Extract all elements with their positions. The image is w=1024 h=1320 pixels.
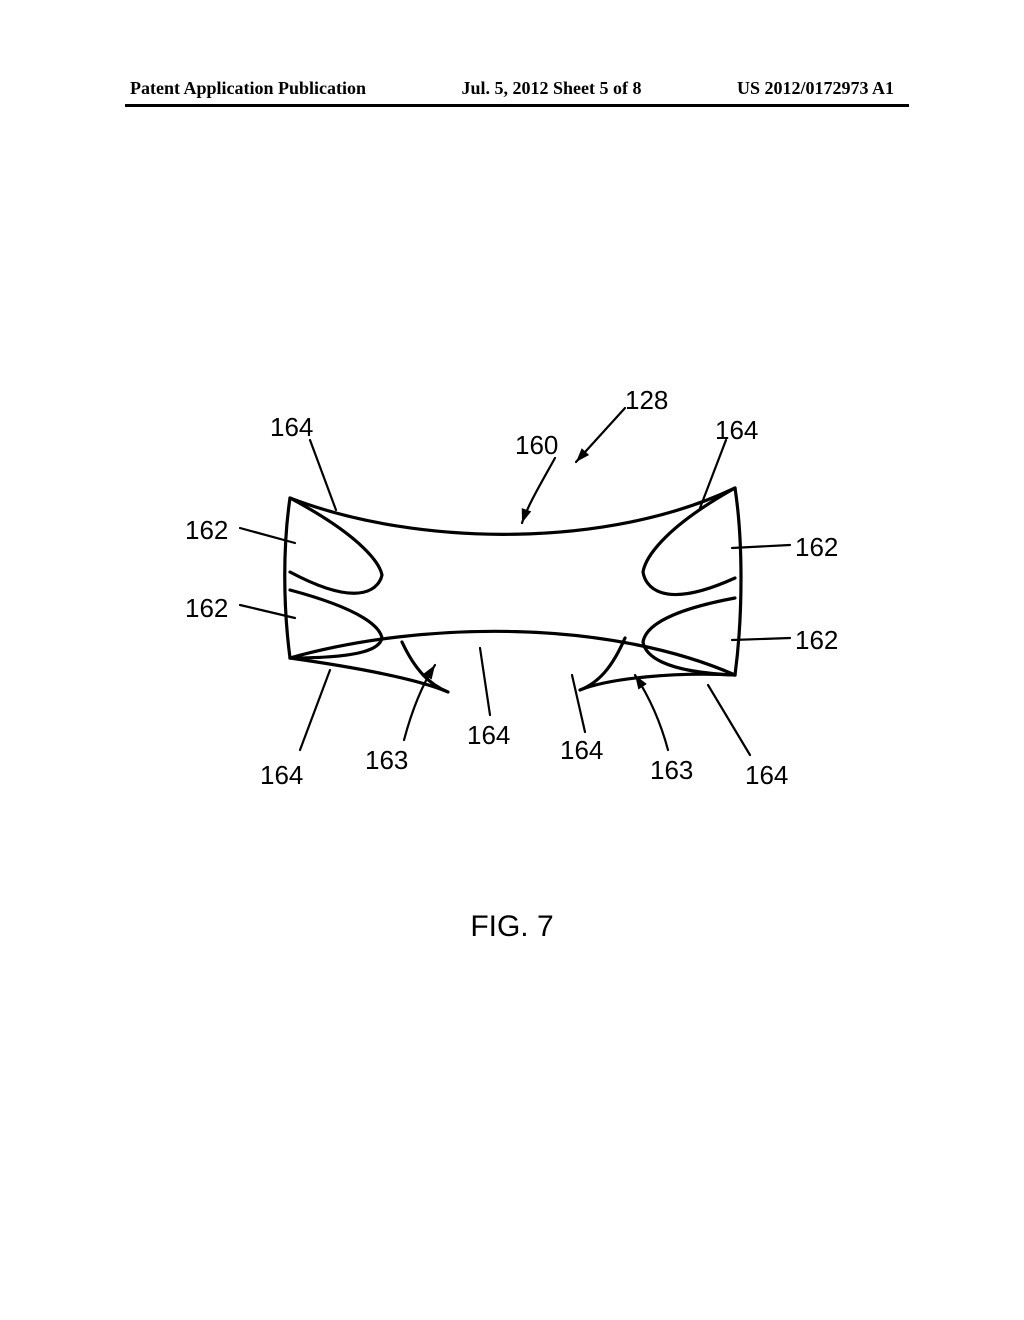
ref-164-mbr: 164 bbox=[560, 735, 603, 766]
header-rule bbox=[125, 104, 909, 107]
ref-162-ur: 162 bbox=[795, 532, 838, 563]
ref-164-bl: 164 bbox=[260, 760, 303, 791]
lead-164-bl bbox=[300, 670, 330, 750]
ref-162-lr: 162 bbox=[795, 625, 838, 656]
shape-right_end_outer bbox=[735, 488, 741, 675]
ref-128: 128 bbox=[625, 385, 668, 416]
shape-top_curve_outer bbox=[290, 488, 735, 534]
ref-164-mbl: 164 bbox=[467, 720, 510, 751]
header-center: Jul. 5, 2012 Sheet 5 of 8 bbox=[462, 78, 642, 99]
figure-svg bbox=[170, 380, 850, 880]
ref-164-tl: 164 bbox=[270, 412, 313, 443]
lead-162-lr bbox=[732, 638, 790, 640]
lead-164-mbr bbox=[572, 675, 585, 732]
arrow-163-right-head bbox=[631, 672, 647, 689]
header-left: Patent Application Publication bbox=[130, 78, 366, 99]
ref-160: 160 bbox=[515, 430, 558, 461]
figure-7: 128 160 164 164 162 162 162 162 164 164 164 164 163 1… bbox=[170, 380, 850, 880]
ref-163-r: 163 bbox=[650, 755, 693, 786]
ref-164-br: 164 bbox=[745, 760, 788, 791]
ref-163-l: 163 bbox=[365, 745, 408, 776]
figure-caption: FIG. 7 bbox=[0, 910, 1024, 944]
arrow-160-head bbox=[517, 508, 531, 524]
header-right: US 2012/0172973 A1 bbox=[737, 78, 894, 99]
ref-164-tr: 164 bbox=[715, 415, 758, 446]
ref-162-ll: 162 bbox=[185, 593, 228, 624]
shape-left_end_outer bbox=[285, 498, 290, 658]
lead-164-mbl bbox=[480, 648, 490, 715]
shape-right_lower_petal bbox=[643, 598, 735, 675]
shape-right_upper_petal bbox=[643, 488, 735, 595]
ref-162-ul: 162 bbox=[185, 515, 228, 546]
lead-164-tl bbox=[310, 440, 336, 510]
lead-164-br bbox=[708, 685, 750, 755]
page-header: Patent Application Publication Jul. 5, 2… bbox=[0, 78, 1024, 99]
